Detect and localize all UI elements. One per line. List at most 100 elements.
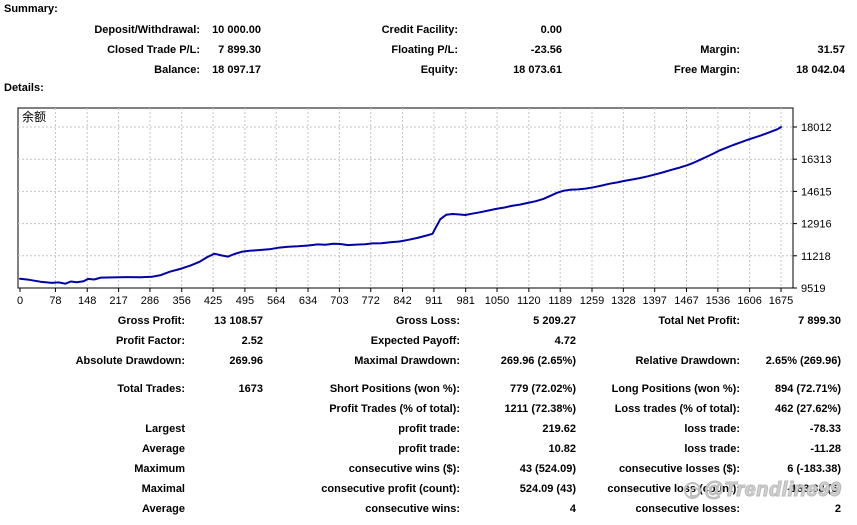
x-axis-label: 911 — [425, 295, 443, 307]
stat-label: Free Margin: — [673, 64, 740, 76]
x-axis-label: 78 — [49, 295, 61, 307]
stat-label: Expected Payoff: — [370, 335, 460, 347]
stat-label: Balance: — [154, 64, 200, 76]
y-axis-label: 12916 — [801, 219, 832, 231]
x-axis-label: 1259 — [580, 295, 604, 307]
stat-value: 10 000.00 — [212, 24, 261, 36]
stat-value: 2.65% (269.96) — [765, 355, 841, 367]
stat-label: consecutive loss (count): — [607, 483, 740, 495]
stat-value: 43 (524.09) — [519, 463, 576, 475]
stat-value — [185, 419, 263, 439]
stat-value: 779 (72.02%) — [509, 383, 576, 395]
stat-value: 6 (-183.38) — [787, 463, 841, 475]
stat-label: consecutive losses ($): — [618, 463, 740, 475]
stat-value: 269.96 — [229, 355, 263, 367]
stat-label: consecutive profit (count): — [321, 483, 460, 495]
stat-value: 5 209.27 — [533, 315, 576, 327]
x-axis-label: 217 — [109, 295, 127, 307]
y-axis-label: 11218 — [801, 251, 831, 263]
stat-value: 13 108.57 — [214, 315, 263, 327]
stat-value: -23.56 — [530, 44, 562, 56]
stat-label — [576, 331, 740, 351]
stat-label: Closed Trade P/L: — [107, 44, 200, 56]
stat-value: -11.28 — [810, 443, 841, 455]
stat-label: Floating P/L: — [391, 44, 458, 56]
x-axis-label: 1120 — [517, 295, 541, 307]
stat-value — [185, 499, 263, 519]
stat-value: 7 899.30 — [218, 44, 261, 56]
stat-label: Absolute Drawdown: — [75, 355, 185, 367]
balance-chart-container: 0 78 148 217 286 356 425 495 564 634 703 772 842 911 9… — [0, 100, 857, 310]
x-axis-label: 703 — [330, 295, 348, 307]
stat-label: Total Trades: — [117, 383, 185, 395]
stat-value: 219.62 — [542, 423, 576, 435]
x-axis-label: 1050 — [485, 295, 509, 307]
stat-label: Margin: — [700, 44, 740, 56]
stat-value: 524.09 (43) — [519, 483, 576, 495]
stat-label: Long Positions (won %): — [611, 383, 740, 395]
x-axis-label: 286 — [141, 295, 159, 307]
stat-value: 4.72 — [554, 335, 576, 347]
stat-value: -183.38 (6) — [787, 483, 841, 495]
stat-label: Deposit/Withdrawal: — [94, 24, 200, 36]
stat-value: 0.00 — [540, 24, 562, 36]
stat-label: Short Positions (won %): — [329, 383, 460, 395]
y-axis-label: 14615 — [801, 186, 832, 198]
y-axis-label: 9519 — [801, 283, 825, 295]
x-axis-label: 356 — [173, 295, 191, 307]
x-axis-label: 634 — [299, 295, 317, 307]
stat-label: Relative Drawdown: — [635, 355, 740, 367]
stat-label: Total Net Profit: — [658, 315, 740, 327]
x-axis-label: 564 — [267, 295, 285, 307]
x-axis-label: 1328 — [611, 295, 635, 307]
stat-value: 1211 (72.38%) — [504, 403, 576, 415]
stat-value: 18 042.04 — [796, 64, 845, 76]
stat-value — [740, 331, 841, 351]
stat-label: Average — [141, 503, 185, 515]
x-axis-label: 495 — [236, 295, 254, 307]
details-heading: Details: — [4, 82, 44, 94]
stat-label: consecutive wins: — [365, 503, 460, 515]
stat-value: 269.96 (2.65%) — [500, 355, 576, 367]
stat-label: profit trade: — [398, 443, 460, 455]
stat-label: Maximal Drawdown: — [354, 355, 460, 367]
balance-chart: 0 78 148 217 286 356 425 495 564 634 703 772 842 911 9… — [17, 107, 832, 307]
x-axis-label: 148 — [78, 295, 96, 307]
stat-label: Loss trades (% of total): — [614, 403, 740, 415]
stat-value: 10.82 — [548, 443, 576, 455]
stat-label: loss trade: — [684, 423, 740, 435]
stat-label: loss trade: — [684, 443, 740, 455]
y-axis-label: 16313 — [801, 154, 832, 166]
stat-value: 18 073.61 — [513, 64, 562, 76]
x-axis-label: 1189 — [548, 295, 572, 307]
stat-label — [562, 20, 740, 40]
stat-value: 894 (72.71%) — [774, 383, 841, 395]
stat-value — [185, 399, 263, 419]
summary-grid: Deposit/Withdrawal: 10 000.00 Credit Facil… — [0, 20, 845, 80]
x-axis-label: 1675 — [769, 295, 793, 307]
stat-label: Credit Facility: — [381, 24, 458, 36]
balance-curve — [19, 126, 782, 285]
stat-value: 31.57 — [817, 44, 845, 56]
stat-label: Equity: — [420, 64, 458, 76]
stat-label: Largest — [145, 423, 185, 435]
x-axis-label: 0 — [17, 295, 23, 307]
stat-value — [185, 439, 263, 459]
stat-label: Profit Trades (% of total): — [329, 403, 460, 415]
stat-value: 4 — [569, 503, 576, 515]
stats-grid-top: Gross Profit: 13 108.57 Gross Loss: 5 209.2… — [0, 311, 841, 371]
stat-label: consecutive wins ($): — [348, 463, 460, 475]
x-axis-label: 1606 — [737, 295, 761, 307]
stat-label — [0, 399, 185, 419]
stat-label: Profit Factor: — [115, 335, 185, 347]
y-axis-label: 18012 — [801, 122, 832, 134]
stat-value: 18 097.17 — [212, 64, 261, 76]
stat-label: Average — [141, 443, 185, 455]
x-axis-label: 1397 — [642, 295, 666, 307]
plot-border — [17, 107, 794, 289]
stat-value: -78.33 — [809, 423, 841, 435]
stat-value: 7 899.30 — [798, 315, 841, 327]
chart-title: 余额 — [22, 109, 46, 124]
x-axis-label: 1467 — [674, 295, 698, 307]
stat-value: 1673 — [238, 383, 263, 395]
